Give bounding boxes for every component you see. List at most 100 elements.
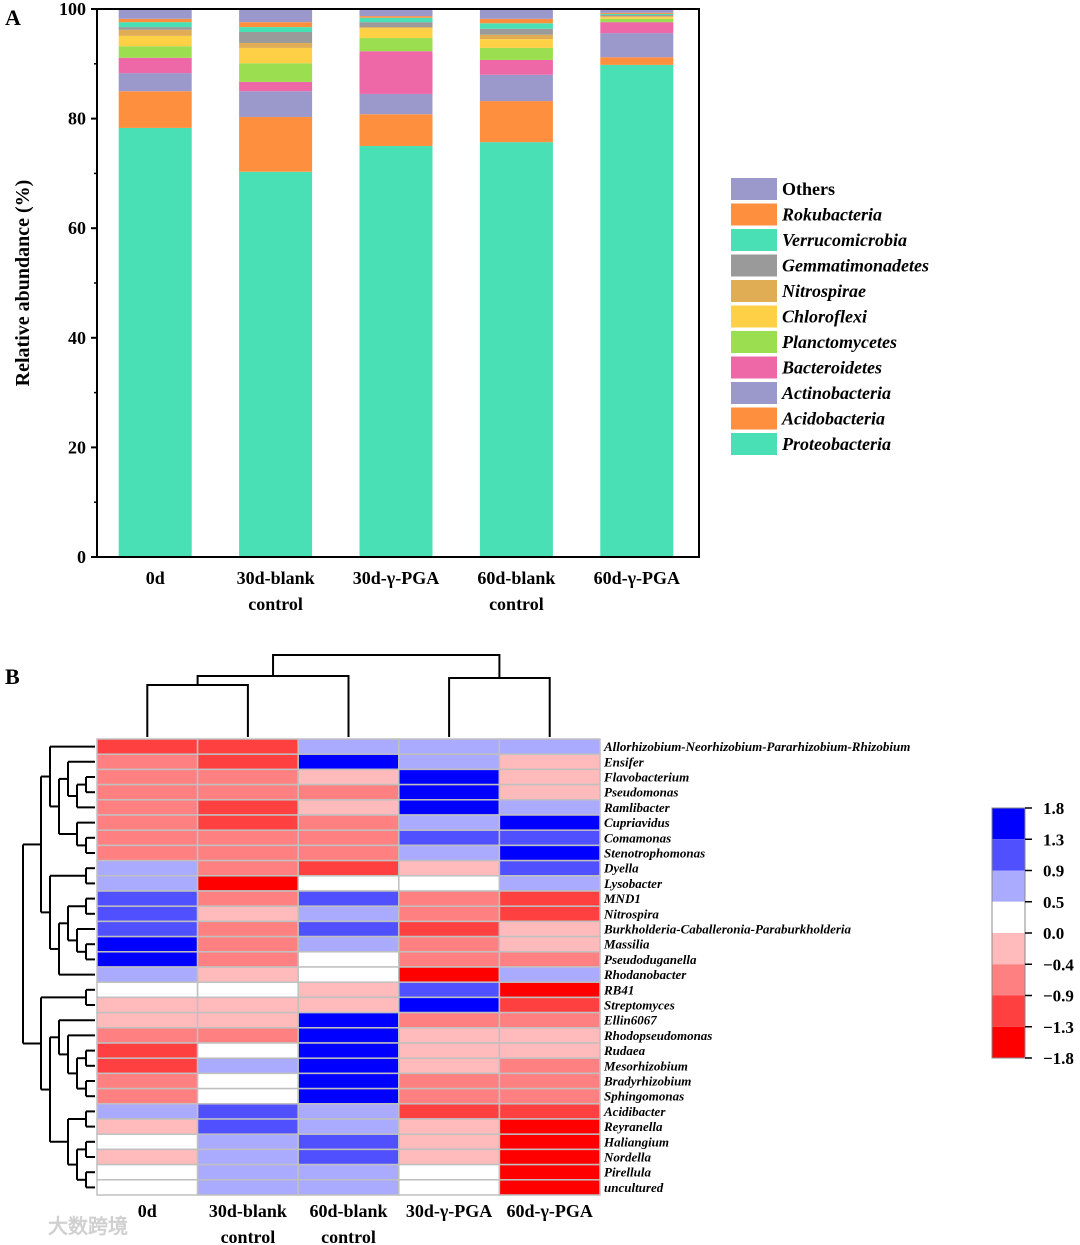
heatmap-cell <box>498 783 601 801</box>
heatmap-cell <box>297 1179 400 1196</box>
heatmap-cell <box>297 859 400 877</box>
heatmap-cell <box>96 738 199 755</box>
legend-swatch <box>731 254 777 277</box>
heatmap-cell <box>297 951 400 968</box>
colorbar-block <box>992 964 1025 996</box>
row-label: Burkholderia-Caballeronia-Paraburkholder… <box>603 922 852 937</box>
heatmap-cell <box>498 935 601 953</box>
heatmap-cell <box>398 1042 501 1059</box>
heatmap-cell <box>196 859 299 877</box>
y-tick-label: 80 <box>68 109 86 129</box>
heatmap-cell <box>297 996 400 1014</box>
heatmap-cell <box>196 1103 299 1120</box>
bar-segment-others <box>239 9 313 23</box>
heatmap-cell <box>297 783 400 801</box>
legend-swatch <box>731 203 777 226</box>
heatmap-cell <box>196 799 299 816</box>
heatmap-cell <box>96 920 199 938</box>
heatmap-cell <box>498 814 601 831</box>
colorbar-tick-label: −1.3 <box>1043 1018 1074 1037</box>
row-label: Acidibacter <box>603 1104 666 1119</box>
bar-segment-rokubacteria <box>239 22 313 28</box>
bar-segment-actinobacteria <box>239 91 313 117</box>
heatmap-cell <box>196 905 299 923</box>
heatmap-cell <box>297 1118 400 1135</box>
bar-segment-acidobacteria <box>118 91 192 128</box>
heatmap-cell <box>297 814 400 831</box>
heatmap-cell <box>196 875 299 892</box>
row-label: Ramlibacter <box>603 800 671 815</box>
heatmap-cell <box>196 1118 299 1135</box>
x-tick-label: 60d-blank <box>477 568 555 588</box>
heatmap-cell <box>196 981 299 999</box>
heatmap-cell <box>498 1011 601 1029</box>
heatmap-cell <box>498 1027 601 1044</box>
bar-segment-planctomycetes <box>600 18 674 23</box>
heatmap-cell <box>498 1042 601 1059</box>
heatmap-cell <box>196 920 299 938</box>
heatmap-cell <box>96 1103 199 1120</box>
heatmap-cell <box>398 1072 501 1090</box>
row-label: Rhodopseudomonas <box>603 1028 712 1043</box>
colorbar-block <box>992 808 1025 840</box>
bar-segment-bacteroidetes <box>239 81 313 92</box>
heatmap-cell <box>297 844 400 862</box>
row-label: Rhodanobacter <box>603 967 687 982</box>
heatmap-cell <box>96 859 199 877</box>
heatmap-cell <box>498 1148 601 1166</box>
heatmap-cell <box>96 1163 199 1181</box>
heatmap-cell <box>398 905 501 923</box>
heatmap-cell <box>196 1148 299 1166</box>
heatmap-cell <box>398 1133 501 1151</box>
row-label: Nordella <box>603 1150 651 1165</box>
legend-label: Acidobacteria <box>781 409 885 429</box>
bar-segment-proteobacteria <box>600 64 674 558</box>
bar-segment-acidobacteria <box>359 114 433 146</box>
bar-segment-nitrospirae <box>479 34 553 40</box>
colorbar-tick-label: 1.8 <box>1043 799 1064 818</box>
colorbar-tick-label: 0.9 <box>1043 862 1064 881</box>
bar-segment-others <box>600 9 674 13</box>
heatmap-cell <box>398 1118 501 1135</box>
heatmap-cell <box>297 799 400 816</box>
heatmap-cell <box>297 738 400 755</box>
heatmap-cell <box>398 996 501 1014</box>
bar-segment-planctomycetes <box>118 46 192 58</box>
bar-segment-rokubacteria <box>600 12 674 14</box>
row-label: Streptomyces <box>604 998 675 1013</box>
heatmap-cell <box>498 753 601 771</box>
row-label: Ensifer <box>603 754 645 769</box>
heatmap-cell <box>498 951 601 968</box>
bar-segment-acidobacteria <box>239 116 313 172</box>
heatmap-cell <box>297 1072 400 1090</box>
heatmap-cell <box>297 1027 400 1044</box>
x-tick-label: 0d <box>146 568 165 588</box>
heatmap-cell <box>398 1148 501 1166</box>
colorbar-block <box>992 995 1025 1027</box>
heatmap-cell <box>498 875 601 892</box>
legend-swatch <box>731 280 777 302</box>
heatmap-cell <box>297 768 400 786</box>
heatmap-cell <box>297 1042 400 1059</box>
heatmap-cell <box>196 1057 299 1075</box>
heatmap-cell <box>398 829 501 847</box>
legend-label: Others <box>782 179 835 199</box>
column-label: 60d-γ-PGA <box>506 1201 592 1221</box>
heatmap-cell <box>96 966 199 983</box>
bar-segment-nitrospirae <box>600 16 674 18</box>
bar-segment-others <box>118 9 192 19</box>
row-label: MND1 <box>603 891 641 906</box>
bar-segment-acidobacteria <box>600 57 674 65</box>
bar-segment-verrucomicrobia <box>239 27 313 33</box>
colorbar-tick-label: −0.4 <box>1043 955 1074 974</box>
bar-segment-gemmatimonadetes <box>359 22 433 28</box>
row-label: Reyranella <box>603 1119 663 1134</box>
bar-segment-proteobacteria <box>118 127 192 557</box>
row-label: Nitrospira <box>603 906 659 921</box>
heatmap-cell <box>196 753 299 771</box>
bar-segment-chloroflexi <box>479 39 553 48</box>
heatmap-cell <box>96 996 199 1014</box>
legend-swatch <box>731 382 777 404</box>
heatmap-cell <box>398 920 501 938</box>
